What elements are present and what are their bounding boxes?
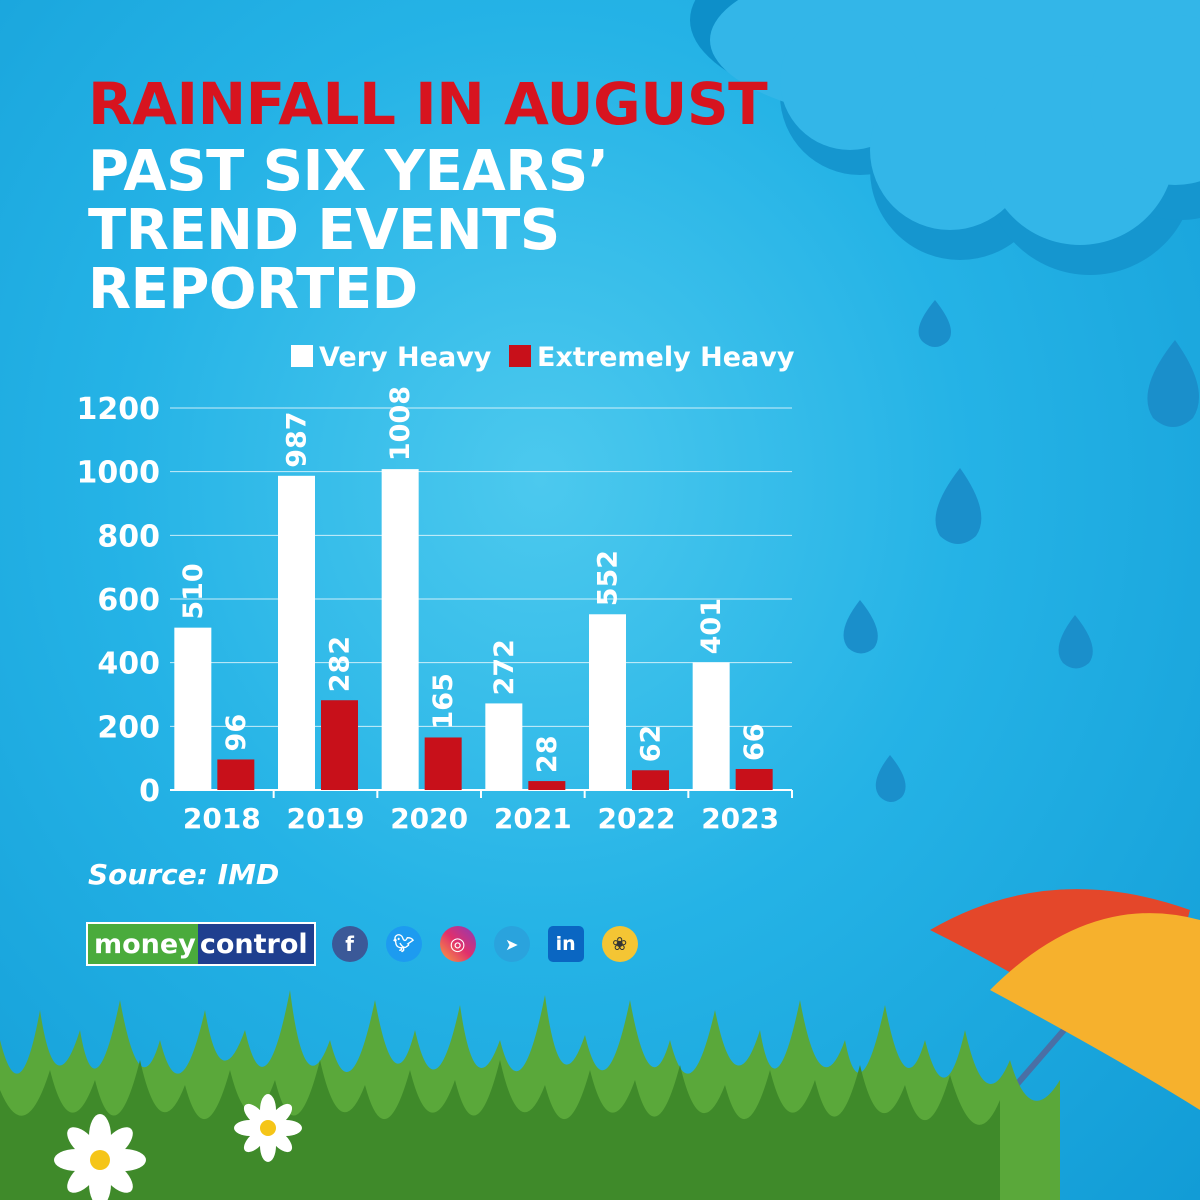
facebook-icon[interactable]: f	[331, 926, 368, 962]
social-icons: f 🐦︎ ◎ ➤ in ❀	[331, 926, 638, 962]
x-tick-label: 2023	[701, 802, 779, 835]
cloud	[690, 0, 1200, 275]
data-label: 272	[489, 639, 520, 695]
bar-extremely-heavy	[217, 759, 255, 790]
bar-very-heavy	[692, 662, 730, 790]
data-label: 987	[282, 411, 313, 467]
legend-swatch-extremely-heavy	[509, 345, 531, 367]
legend-swatch-very-heavy	[291, 345, 313, 367]
chart-title: RAINFALL IN AUGUST	[88, 70, 768, 138]
x-tick-label: 2021	[494, 802, 572, 835]
twitter-icon[interactable]: 🐦︎	[385, 926, 422, 962]
linkedin-icon[interactable]: in	[547, 926, 584, 962]
y-tick-label: 600	[97, 583, 160, 618]
y-tick-label: 0	[139, 774, 160, 809]
data-label: 510	[178, 563, 209, 619]
logo-part-control: control	[197, 924, 314, 964]
brand-bar: money control f 🐦︎ ◎ ➤ in ❀	[86, 922, 638, 966]
koo-icon[interactable]: ❀	[601, 926, 638, 962]
x-tick-label: 2020	[390, 802, 468, 835]
source-note: Source: IMD	[88, 858, 280, 891]
y-tick-label: 800	[97, 519, 160, 554]
bar-extremely-heavy	[735, 768, 773, 790]
data-label: 96	[221, 714, 252, 752]
bar-extremely-heavy	[321, 700, 358, 790]
data-label: 165	[428, 673, 459, 729]
raindrops	[843, 300, 1199, 802]
x-tick-label: 2018	[183, 802, 261, 835]
data-label: 282	[325, 636, 356, 692]
moneycontrol-logo[interactable]: money control	[86, 922, 316, 966]
bar-very-heavy	[381, 469, 419, 790]
y-tick-label: 1000	[77, 456, 161, 491]
legend-label: Very Heavy	[319, 342, 492, 373]
bar-extremely-heavy	[632, 770, 669, 790]
flowers	[54, 1094, 302, 1200]
chart-subtitle: PAST SIX YEARS’ TREND EVENTS REPORTED	[88, 139, 609, 322]
x-tick-label: 2019	[287, 802, 365, 835]
logo-part-money: money	[88, 924, 198, 964]
data-label: 66	[739, 723, 770, 761]
data-label: 1008	[385, 386, 416, 461]
data-label: 28	[532, 736, 563, 774]
data-label: 552	[593, 550, 624, 606]
bar-very-heavy	[278, 475, 315, 790]
bar-very-heavy	[589, 614, 626, 790]
legend-label: Extremely Heavy	[537, 342, 795, 373]
x-tick-label: 2022	[598, 802, 676, 835]
bar-extremely-heavy	[424, 737, 462, 790]
y-tick-label: 400	[97, 647, 160, 682]
telegram-icon[interactable]: ➤	[493, 926, 530, 962]
bar-very-heavy	[174, 627, 212, 790]
instagram-icon[interactable]: ◎	[439, 926, 476, 962]
y-tick-label: 200	[97, 710, 160, 745]
bar-very-heavy	[485, 703, 523, 790]
bar-extremely-heavy	[528, 781, 566, 790]
data-label: 62	[636, 725, 667, 763]
data-label: 401	[696, 598, 727, 654]
y-tick-label: 1200	[77, 392, 161, 427]
